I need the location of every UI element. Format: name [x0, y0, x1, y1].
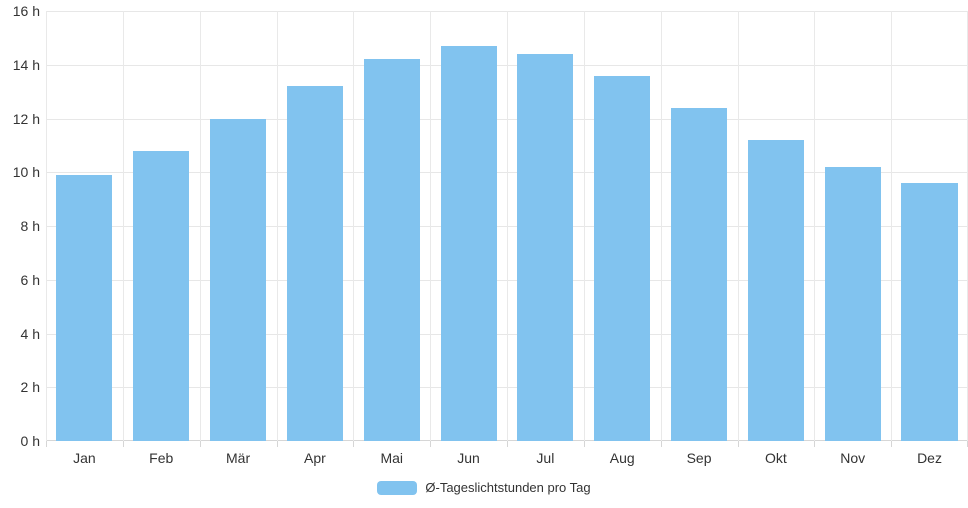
x-tick-label-feb: Feb — [149, 450, 174, 466]
x-tick-label-mär: Mär — [226, 450, 251, 466]
plot-area — [46, 11, 968, 441]
bar-jul[interactable] — [517, 54, 574, 441]
category-gridline — [46, 11, 47, 441]
category-gridline — [891, 11, 893, 441]
bar-sep[interactable] — [671, 107, 728, 441]
x-axis-tick — [122, 441, 124, 447]
category-gridline — [199, 11, 201, 441]
bar-slot — [814, 11, 891, 441]
category-gridline — [122, 11, 124, 441]
x-tick-label-jan: Jan — [73, 450, 96, 466]
x-axis-tick — [660, 441, 662, 447]
bar-slot — [353, 11, 430, 441]
bar-jun[interactable] — [440, 45, 497, 441]
y-tick-label-0h: 0 h — [20, 433, 40, 449]
bar-slot — [584, 11, 661, 441]
bar-slot — [200, 11, 277, 441]
bar-slot — [891, 11, 968, 441]
bar-mär[interactable] — [210, 118, 267, 441]
category-gridline — [583, 11, 585, 441]
x-axis-tick — [46, 441, 47, 447]
legend-item[interactable]: Ø-Tageslichtstunden pro Tag — [0, 480, 968, 495]
category-gridline — [814, 11, 816, 441]
bar-slot — [46, 11, 123, 441]
bar-series — [46, 11, 968, 441]
x-axis-ticks — [46, 441, 968, 447]
bar-mai[interactable] — [363, 59, 420, 441]
bar-jan[interactable] — [56, 174, 113, 441]
bar-dez[interactable] — [901, 183, 958, 441]
x-axis-tick — [276, 441, 278, 447]
y-tick-label-8h: 8 h — [20, 218, 40, 234]
y-tick-label-14h: 14 h — [12, 56, 40, 73]
x-axis-tick — [814, 441, 816, 447]
x-tick-label-jun: Jun — [457, 450, 480, 466]
bar-okt[interactable] — [747, 140, 804, 441]
category-gridline — [353, 11, 355, 441]
x-axis-tick — [737, 441, 739, 447]
y-tick-label-16h: 16 h — [12, 3, 40, 19]
x-axis-tick — [430, 441, 432, 447]
x-tick-label-sep: Sep — [686, 450, 712, 466]
y-tick-label-10h: 10 h — [12, 164, 40, 181]
x-axis-tick — [507, 441, 508, 447]
bar-slot — [276, 11, 353, 441]
category-gridline — [430, 11, 432, 441]
x-tick-label-dez: Dez — [917, 450, 942, 466]
x-tick-label-okt: Okt — [764, 450, 787, 466]
category-gridline — [737, 11, 739, 441]
x-tick-label-apr: Apr — [304, 450, 326, 466]
legend-label: Ø-Tageslichtstunden pro Tag — [425, 480, 591, 495]
bar-slot — [123, 11, 200, 441]
category-gridline — [276, 11, 278, 441]
y-tick-label-2h: 2 h — [20, 379, 40, 396]
y-tick-label-6h: 6 h — [20, 271, 40, 288]
y-tick-label-12h: 12 h — [12, 110, 40, 127]
bar-slot — [661, 11, 738, 441]
legend-swatch-icon — [377, 480, 418, 495]
x-axis-tick — [353, 441, 355, 447]
x-axis-tick — [891, 441, 893, 447]
bar-slot — [430, 11, 507, 441]
category-gridline — [660, 11, 662, 441]
x-tick-label-nov: Nov — [840, 450, 866, 466]
x-axis-tick — [583, 441, 585, 447]
bar-nov[interactable] — [824, 166, 881, 441]
bar-feb[interactable] — [133, 150, 190, 441]
bar-slot — [737, 11, 814, 441]
y-tick-label-4h: 4 h — [20, 325, 40, 342]
x-axis-tick — [199, 441, 201, 447]
x-tick-label-aug: Aug — [609, 450, 635, 466]
x-tick-label-mai: Mai — [380, 450, 403, 466]
bar-apr[interactable] — [286, 86, 343, 441]
x-axis-labels: Jan Feb Mär Apr Mai Jun Jul Aug Sep Okt Nov Dez — [46, 450, 968, 466]
bar-aug[interactable] — [594, 75, 651, 441]
x-tick-label-jul: Jul — [536, 450, 555, 466]
y-axis-labels: 0 h 2 h 4 h 6 h 8 h 10 h 12 h 14 h 16 h — [0, 4, 40, 448]
bar-slot — [507, 11, 584, 441]
category-gridline — [507, 11, 508, 441]
